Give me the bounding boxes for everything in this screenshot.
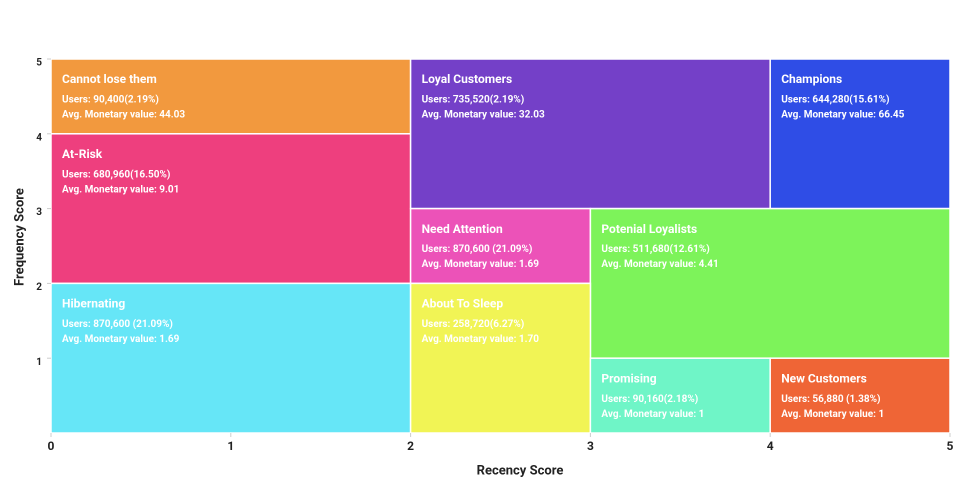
x-tick-label: 5 xyxy=(947,439,954,453)
segment-monetary: Avg. Monetary value: 1 xyxy=(601,409,704,420)
x-tick-label: 1 xyxy=(227,439,234,453)
segment xyxy=(50,58,412,135)
y-tick-label: 5 xyxy=(36,58,42,69)
segment-monetary: Avg. Monetary value: 32.03 xyxy=(422,110,545,121)
segment-users: Users: 680,960(16.50%) xyxy=(62,168,170,180)
segment-users: Users: 644,280(15.61%) xyxy=(781,94,889,106)
segment-name: New Customers xyxy=(781,371,867,385)
segment xyxy=(589,207,951,359)
segment xyxy=(409,58,771,210)
segment-name: About To Sleep xyxy=(422,297,504,311)
segment xyxy=(769,58,951,210)
y-tick-label: 1 xyxy=(36,357,42,368)
segment-monetary: Avg. Monetary value: 1.70 xyxy=(422,334,540,345)
segment-name: At-Risk xyxy=(62,147,103,161)
segment xyxy=(769,357,951,434)
segment-name: Need Attention xyxy=(422,222,503,236)
segment-name: Hibernating xyxy=(62,297,125,311)
segment-users: Users: 258,720(6.27%) xyxy=(422,318,525,330)
segment xyxy=(589,357,771,434)
y-axis-title: Frequency Score xyxy=(12,188,27,286)
segment-name: Promising xyxy=(601,371,656,385)
segment-users: Users: 56,880 (1.38%) xyxy=(781,393,880,405)
segment-monetary: Avg. Monetary value: 44.03 xyxy=(62,110,185,121)
segment xyxy=(50,282,412,434)
segment-users: Users: 735,520(2.19%) xyxy=(422,94,525,106)
segment-users: Users: 870,600 (21.09%) xyxy=(422,243,533,255)
segment xyxy=(409,282,592,434)
y-tick-label: 4 xyxy=(36,132,42,143)
y-tick-label: 3 xyxy=(36,207,42,218)
segment-users: Users: 511,680(12.61%) xyxy=(601,243,709,255)
x-tick-label: 0 xyxy=(48,439,55,453)
x-tick-label: 4 xyxy=(767,439,774,453)
segment-users: Users: 90,400(2.19%) xyxy=(62,94,159,106)
y-tick-label: 2 xyxy=(36,282,42,293)
segment-monetary: Avg. Monetary value: 1 xyxy=(781,409,884,420)
segment-name: Potenial Loyalists xyxy=(601,222,697,236)
segment-name: Champions xyxy=(781,72,842,86)
segment-users: Users: 870,600 (21.09%) xyxy=(62,318,173,330)
x-tick-label: 3 xyxy=(587,439,594,453)
segment-monetary: Avg. Monetary value: 9.01 xyxy=(62,184,179,195)
segment-monetary: Avg. Monetary value: 1.69 xyxy=(62,334,180,345)
x-axis-title: Recency Score xyxy=(477,463,564,478)
segment-users: Users: 90,160(2.18%) xyxy=(601,393,698,405)
segment xyxy=(50,133,412,285)
segment-monetary: Avg. Monetary value: 1.69 xyxy=(422,259,540,270)
segment-name: Loyal Customers xyxy=(422,72,513,86)
segment-monetary: Avg. Monetary value: 66.45 xyxy=(781,110,904,121)
segment-name: Cannot lose them xyxy=(62,72,157,86)
x-tick-label: 2 xyxy=(407,439,414,453)
segment-monetary: Avg. Monetary value: 4.41 xyxy=(601,259,718,270)
